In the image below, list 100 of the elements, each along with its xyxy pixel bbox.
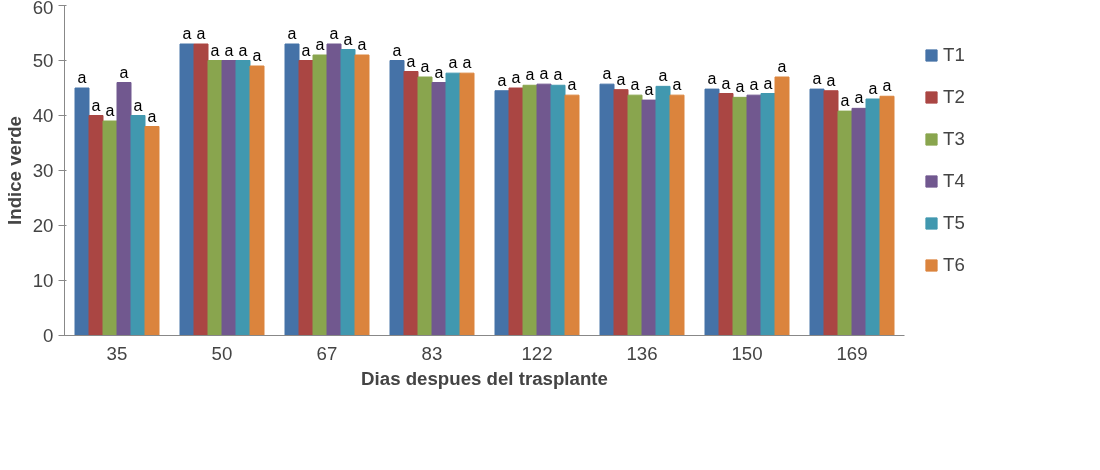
data-label: a — [182, 25, 192, 42]
x-tick-label: 169 — [836, 342, 868, 364]
bar — [564, 94, 580, 336]
data-label: a — [511, 69, 521, 86]
bar — [389, 60, 405, 336]
data-label: a — [854, 89, 864, 107]
data-label: a — [735, 78, 745, 96]
data-label: a — [147, 107, 157, 125]
data-label: a — [434, 63, 444, 81]
legend-label: T3 — [943, 127, 965, 150]
data-label: a — [329, 25, 339, 42]
data-label: a — [196, 25, 206, 42]
bar — [130, 115, 146, 336]
bar — [445, 72, 461, 336]
bar — [144, 126, 160, 336]
x-tick-label: 136 — [626, 342, 658, 364]
data-label: a — [357, 36, 367, 53]
y-tick-label: 0 — [43, 325, 54, 346]
data-label: a — [224, 41, 234, 59]
data-label: a — [119, 63, 129, 81]
bar — [774, 76, 790, 336]
x-tick-label: 83 — [421, 342, 443, 364]
data-label: a — [721, 74, 731, 92]
bar — [718, 93, 734, 336]
bar — [179, 43, 195, 336]
data-label: a — [105, 102, 115, 119]
data-label: a — [252, 47, 262, 64]
data-label: a — [658, 67, 668, 85]
bar — [193, 43, 209, 336]
bar — [459, 72, 475, 336]
data-label: a — [749, 76, 759, 94]
bar — [102, 120, 118, 336]
data-label: a — [392, 41, 402, 59]
bar — [669, 94, 685, 336]
bar — [298, 60, 314, 336]
data-label: a — [525, 66, 535, 84]
data-label: a — [644, 81, 654, 99]
legend-label: T4 — [943, 169, 965, 192]
y-tick-label: 60 — [32, 0, 54, 18]
bar — [837, 110, 853, 336]
data-label: a — [882, 77, 892, 95]
data-label: a — [210, 41, 220, 59]
bar — [865, 98, 881, 336]
bar — [235, 60, 251, 336]
data-label: a — [777, 58, 787, 75]
data-label: a — [630, 76, 640, 94]
bar — [746, 94, 762, 336]
data-label: a — [707, 70, 717, 88]
data-label: a — [812, 70, 822, 88]
bar — [431, 82, 447, 336]
y-tick-label: 30 — [32, 160, 54, 181]
data-label: a — [840, 92, 850, 110]
x-tick-label: 122 — [521, 342, 553, 364]
bar — [760, 93, 776, 336]
legend-label: T6 — [943, 253, 965, 276]
x-tick-label: 35 — [106, 342, 128, 364]
x-tick-label: 50 — [211, 342, 233, 364]
bar — [221, 60, 237, 336]
data-label: a — [343, 30, 353, 48]
y-tick-label: 10 — [32, 270, 54, 291]
data-label: a — [238, 41, 248, 59]
bar — [809, 88, 825, 336]
data-label: a — [77, 69, 87, 86]
bar — [508, 87, 524, 336]
data-label: a — [287, 25, 297, 42]
legend-label: T1 — [943, 43, 965, 66]
x-axis-title: Dias despues del trasplante — [361, 367, 608, 389]
bar — [613, 89, 629, 336]
bar — [207, 60, 223, 336]
y-tick-label: 20 — [32, 215, 54, 236]
x-tick-label: 150 — [731, 342, 763, 364]
bar — [823, 90, 839, 336]
bar — [641, 99, 657, 336]
bar — [704, 88, 720, 336]
bar — [879, 95, 895, 336]
legend-label: T5 — [943, 211, 965, 234]
bar — [550, 84, 566, 336]
y-tick-label: 40 — [32, 105, 54, 126]
bar — [851, 107, 867, 336]
data-label: a — [448, 54, 458, 72]
x-tick-label: 67 — [316, 342, 338, 364]
bar — [627, 94, 643, 336]
data-label: a — [672, 76, 682, 94]
data-label: a — [91, 96, 101, 114]
y-tick-label: 50 — [32, 50, 54, 71]
data-label: a — [763, 74, 773, 92]
bar — [655, 85, 671, 336]
data-label: a — [420, 58, 430, 75]
bar — [249, 65, 265, 336]
bar — [732, 96, 748, 336]
bar — [522, 84, 538, 336]
bar — [417, 76, 433, 336]
data-label: a — [406, 52, 416, 70]
bar — [312, 54, 328, 336]
data-label: a — [462, 54, 472, 72]
bar — [284, 43, 300, 336]
data-label: a — [497, 71, 507, 89]
bar — [599, 83, 615, 336]
y-axis-title: Indice verde — [3, 116, 25, 225]
bar — [88, 115, 104, 336]
